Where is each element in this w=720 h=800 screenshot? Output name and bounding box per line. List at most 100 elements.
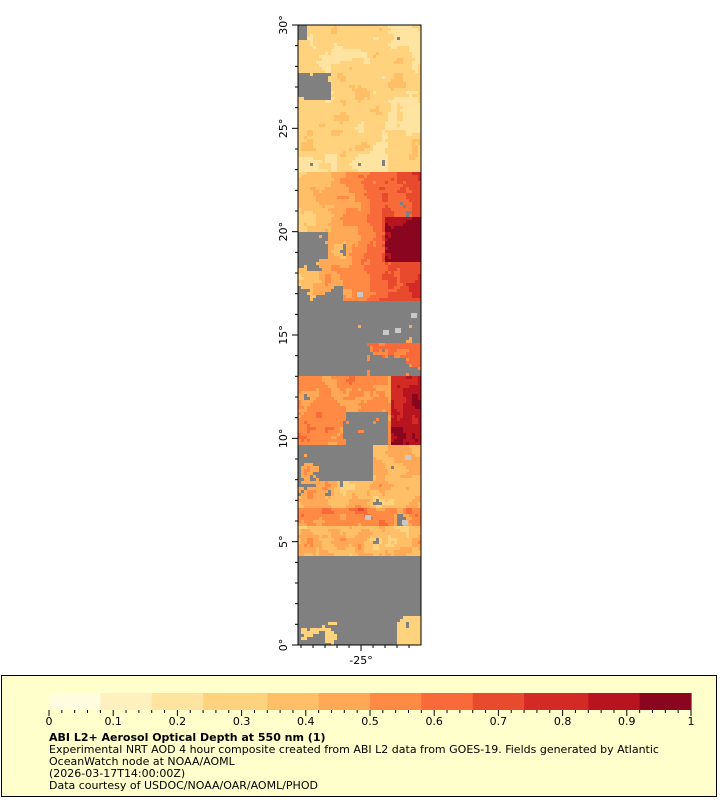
aod-pixel — [412, 274, 415, 277]
aod-pixel — [301, 64, 304, 67]
aod-pixel — [388, 427, 391, 430]
aod-pixel — [394, 136, 397, 139]
aod-pixel — [367, 166, 370, 169]
aod-pixel — [352, 214, 355, 217]
aod-pixel — [349, 169, 352, 172]
aod-pixel — [382, 31, 385, 34]
aod-pixel — [310, 55, 313, 58]
aod-pixel — [403, 163, 406, 166]
aod-pixel — [337, 439, 340, 442]
aod-pixel — [355, 154, 358, 157]
aod-pixel — [376, 25, 379, 28]
aod-pixel — [322, 436, 325, 439]
aod-pixel — [361, 259, 364, 262]
aod-pixel — [340, 433, 343, 436]
aod-pixel — [340, 175, 343, 178]
aod-pixel — [364, 94, 367, 97]
aod-pixel — [319, 394, 322, 397]
aod-pixel — [343, 178, 346, 181]
aod-pixel — [385, 139, 388, 142]
aod-pixel — [385, 502, 388, 505]
aod-pixel — [406, 352, 409, 355]
aod-pixel — [313, 187, 316, 190]
aod-pixel — [313, 409, 316, 412]
aod-pixel — [376, 481, 379, 484]
aod-pixel — [394, 286, 397, 289]
aod-pixel — [349, 166, 352, 169]
aod-pixel — [310, 103, 313, 106]
aod-pixel — [406, 172, 409, 175]
aod-pixel — [343, 487, 346, 490]
aod-pixel — [385, 505, 388, 508]
aod-pixel — [328, 253, 331, 256]
aod-pixel — [301, 109, 304, 112]
aod-pixel — [367, 172, 370, 175]
aod-pixel — [397, 502, 400, 505]
aod-pixel — [358, 82, 361, 85]
aod-pixel — [376, 280, 379, 283]
aod-pixel — [352, 223, 355, 226]
aod-pixel — [352, 502, 355, 505]
aod-pixel — [370, 70, 373, 73]
aod-pixel — [418, 163, 421, 166]
aod-pixel — [418, 277, 421, 280]
aod-pixel — [412, 49, 415, 52]
aod-pixel — [349, 91, 352, 94]
aod-pixel — [388, 199, 391, 202]
aod-pixel — [388, 382, 391, 385]
aod-pixel — [355, 490, 358, 493]
aod-pixel — [331, 277, 334, 280]
aod-pixel — [334, 265, 337, 268]
aod-pixel — [310, 289, 313, 292]
aod-pixel — [310, 223, 313, 226]
aod-pixel — [307, 505, 310, 508]
aod-pixel — [409, 451, 412, 454]
aod-pixel — [349, 67, 352, 70]
aod-pixel — [409, 403, 412, 406]
aod-pixel — [385, 73, 388, 76]
aod-pixel — [367, 193, 370, 196]
aod-pixel — [298, 178, 301, 181]
aod-pixel — [409, 361, 412, 364]
aod-pixel — [367, 82, 370, 85]
aod-pixel — [358, 388, 361, 391]
aod-pixel — [337, 229, 340, 232]
aod-pixel — [391, 472, 394, 475]
aod-pixel — [319, 421, 322, 424]
aod-pixel — [328, 280, 331, 283]
aod-pixel — [376, 292, 379, 295]
aod-pixel — [394, 409, 397, 412]
aod-pixel — [358, 178, 361, 181]
aod-pixel — [406, 379, 409, 382]
aod-pixel — [388, 124, 391, 127]
aod-pixel — [319, 46, 322, 49]
aod-pixel — [376, 271, 379, 274]
aod-pixel — [352, 397, 355, 400]
aod-pixel — [310, 34, 313, 37]
aod-pixel — [322, 286, 325, 289]
aod-pixel — [298, 409, 301, 412]
aod-pixel — [409, 37, 412, 40]
aod-pixel — [385, 385, 388, 388]
aod-pixel — [307, 385, 310, 388]
aod-pixel — [307, 274, 310, 277]
aod-pixel — [334, 505, 337, 508]
aod-pixel — [391, 148, 394, 151]
aod-pixel — [355, 58, 358, 61]
aod-pixel — [340, 499, 343, 502]
aod-pixel — [304, 409, 307, 412]
aod-pixel — [415, 145, 418, 148]
aod-pixel — [298, 400, 301, 403]
aod-pixel — [301, 142, 304, 145]
aod-pixel — [418, 496, 421, 499]
aod-pixel — [403, 130, 406, 133]
aod-pixel — [340, 271, 343, 274]
aod-pixel — [397, 400, 400, 403]
aod-pixel — [349, 70, 352, 73]
aod-pixel — [403, 46, 406, 49]
aod-pixel — [304, 424, 307, 427]
aod-pixel — [316, 412, 319, 415]
aod-pixel — [298, 70, 301, 73]
aod-pixel — [367, 169, 370, 172]
aod-pixel — [388, 253, 391, 256]
